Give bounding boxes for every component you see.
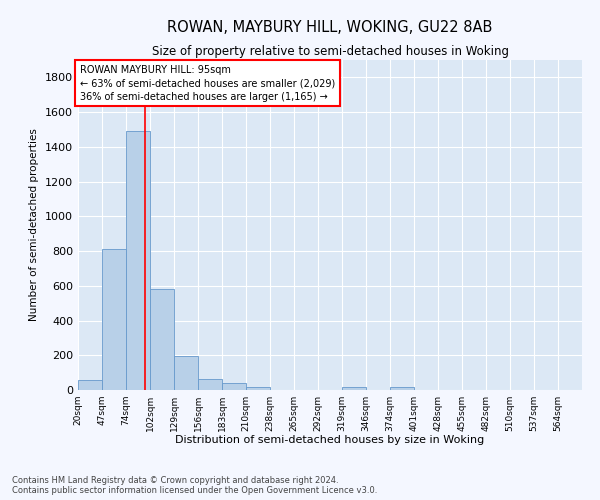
Bar (150, 290, 174, 390)
Bar (342, 388, 366, 390)
Text: ROWAN MAYBURY HILL: 95sqm
← 63% of semi-detached houses are smaller (2,029)
36% : ROWAN MAYBURY HILL: 95sqm ← 63% of semi-… (80, 65, 335, 102)
Bar (198, 378, 222, 390)
X-axis label: Distribution of semi-detached houses by size in Woking: Distribution of semi-detached houses by … (175, 436, 485, 446)
Bar (222, 382, 246, 390)
Text: Contains HM Land Registry data © Crown copyright and database right 2024.
Contai: Contains HM Land Registry data © Crown c… (12, 476, 377, 495)
Bar (78, 380, 102, 390)
Bar (102, 250, 126, 390)
Bar (390, 386, 414, 390)
Bar (174, 356, 198, 390)
Text: Size of property relative to semi-detached houses in Woking: Size of property relative to semi-detach… (151, 45, 509, 58)
Y-axis label: Number of semi-detached properties: Number of semi-detached properties (29, 128, 40, 322)
Bar (126, 131, 150, 390)
Bar (246, 386, 270, 390)
Text: ROWAN, MAYBURY HILL, WOKING, GU22 8AB: ROWAN, MAYBURY HILL, WOKING, GU22 8AB (167, 20, 493, 35)
